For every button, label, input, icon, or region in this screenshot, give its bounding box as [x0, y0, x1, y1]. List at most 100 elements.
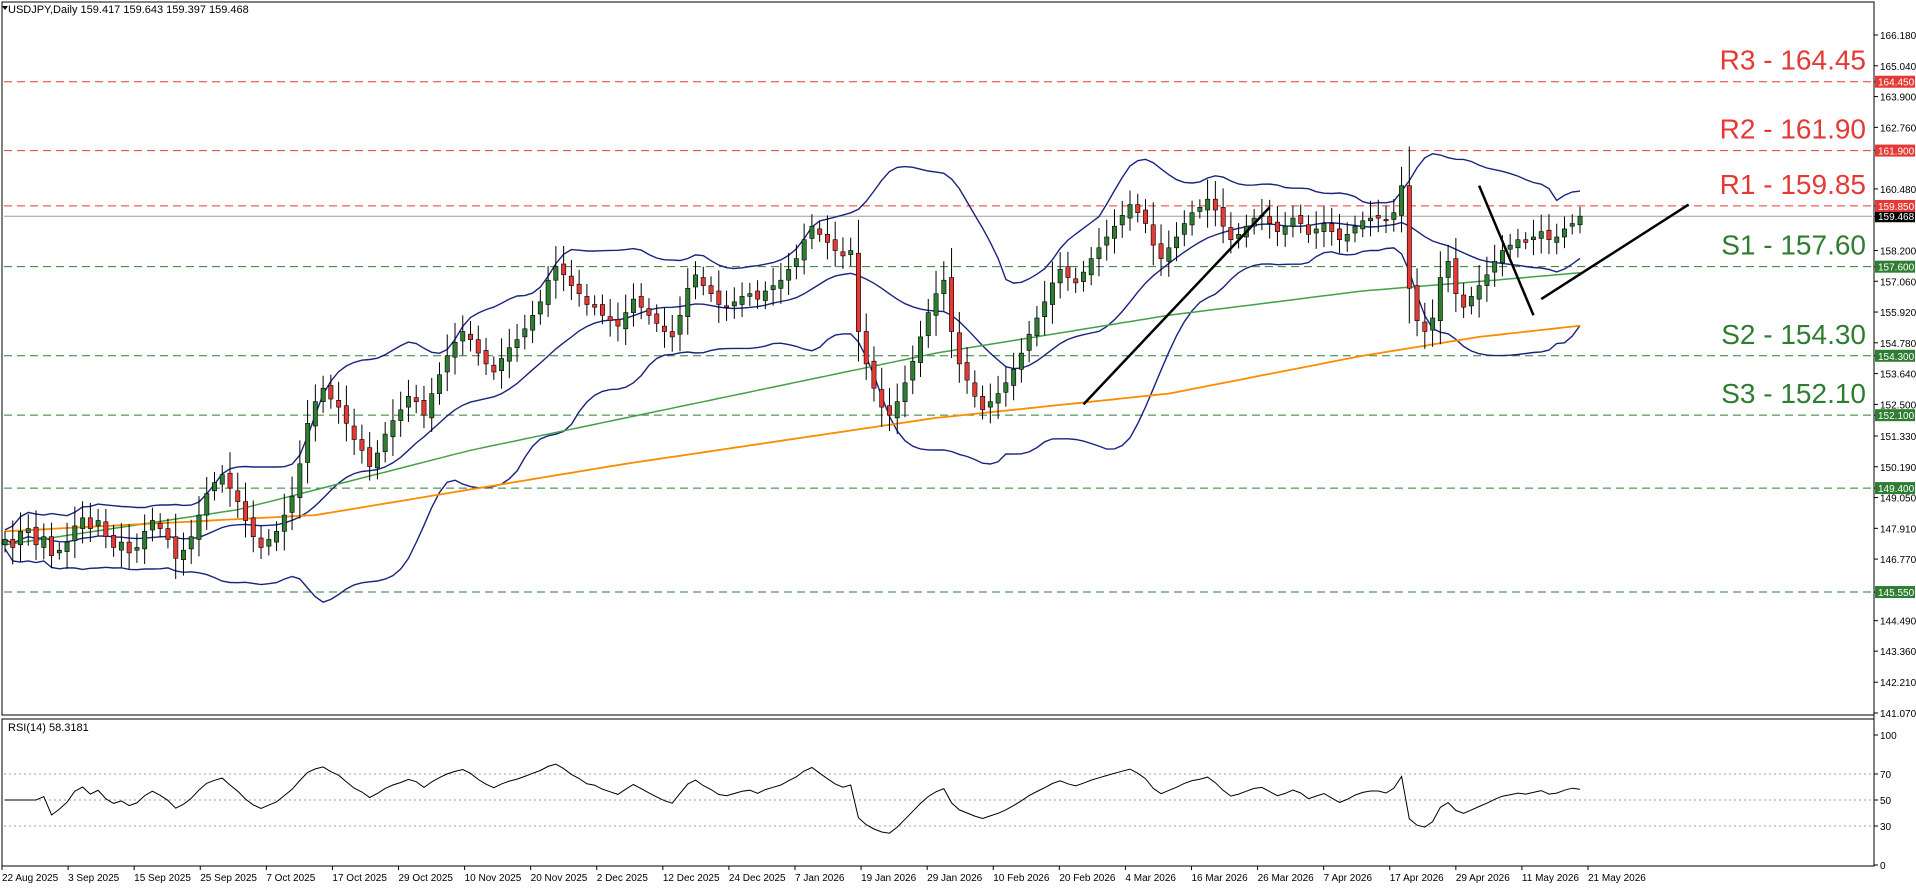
- candle-body: [1329, 223, 1335, 232]
- candle: [1422, 302, 1428, 349]
- candle-body: [1430, 317, 1436, 331]
- bollinger-middle-line: [4, 221, 1581, 545]
- y-tick-label: 142.210: [1880, 678, 1916, 689]
- candle: [1065, 251, 1071, 291]
- candle: [266, 528, 272, 556]
- candle-body: [1220, 207, 1226, 227]
- y-tick-label: 144.490: [1880, 617, 1916, 628]
- ma100-line: [4, 272, 1581, 546]
- candle-body: [25, 528, 31, 533]
- candle-body: [297, 463, 303, 498]
- candle: [390, 399, 396, 456]
- candle: [995, 375, 1001, 419]
- rsi-tick-label: 50: [1880, 796, 1892, 807]
- candle-body: [227, 472, 233, 489]
- candle: [584, 283, 590, 316]
- candle: [522, 314, 528, 350]
- y-tick-label: 158.200: [1880, 246, 1916, 257]
- candle-body: [1042, 301, 1048, 317]
- candle-body: [514, 339, 520, 349]
- candle-body: [196, 514, 202, 540]
- candle: [871, 346, 877, 402]
- y-tag-label: 161.900: [1878, 147, 1915, 158]
- candle: [630, 283, 636, 327]
- candle: [1057, 252, 1063, 299]
- level-label-R2: R2 - 161.90: [1720, 114, 1866, 145]
- y-tick-label: 147.910: [1880, 524, 1916, 535]
- candle: [235, 472, 241, 518]
- candle: [1344, 222, 1350, 252]
- candle: [126, 523, 132, 570]
- candle-body: [902, 382, 908, 402]
- candle: [530, 300, 536, 344]
- candle-body: [1375, 215, 1381, 219]
- candle: [1492, 244, 1498, 287]
- y-tag-label: 159.850: [1878, 202, 1915, 213]
- candle: [514, 323, 520, 362]
- candle-body: [87, 517, 93, 529]
- candle-body: [739, 296, 745, 305]
- candle: [64, 522, 70, 569]
- candle-body: [429, 393, 435, 419]
- candle-body: [1104, 236, 1110, 246]
- candle: [367, 431, 373, 481]
- candle: [1538, 214, 1544, 254]
- candle-body: [1461, 294, 1467, 308]
- candle: [1127, 190, 1133, 231]
- bollinger-lower-line: [4, 247, 1581, 603]
- candle-body: [1197, 207, 1203, 212]
- candle-body: [204, 493, 210, 516]
- x-tick-label: 25 Sep 2025: [200, 873, 257, 884]
- candle-body: [1360, 220, 1366, 230]
- candle: [607, 298, 613, 337]
- candle: [382, 422, 388, 463]
- candle-body: [1476, 285, 1482, 300]
- candle: [1174, 222, 1180, 262]
- candle-body: [1337, 228, 1342, 240]
- candle: [1096, 228, 1102, 277]
- candle: [289, 476, 295, 531]
- y-tag-bg: [1875, 210, 1915, 223]
- candle: [817, 220, 823, 242]
- candle-body: [1569, 223, 1575, 227]
- candle-body: [150, 520, 155, 531]
- candle-body: [1112, 225, 1117, 239]
- candle: [910, 345, 916, 395]
- candle-body: [56, 549, 62, 554]
- candle-body: [359, 439, 365, 451]
- candle-body: [1523, 239, 1529, 243]
- candle: [444, 334, 450, 392]
- y-tick-label: 162.760: [1880, 123, 1916, 134]
- candle-body: [584, 296, 590, 305]
- candle-body: [1468, 296, 1474, 307]
- y-tick-label: 157.060: [1880, 277, 1916, 288]
- candle-body: [336, 399, 342, 408]
- candle-body: [266, 539, 272, 547]
- candle-body: [460, 331, 466, 342]
- candle: [118, 523, 124, 568]
- candle-body: [1088, 258, 1094, 276]
- candle: [1399, 166, 1405, 233]
- candle: [824, 215, 830, 260]
- candle-body: [235, 490, 241, 502]
- candle: [1476, 265, 1482, 318]
- candle-body: [1189, 212, 1195, 226]
- candle-body: [817, 228, 823, 235]
- candle-body: [724, 305, 730, 308]
- candle: [150, 507, 155, 542]
- candle: [1321, 206, 1327, 248]
- level-labels: R3 - 164.45 R2 - 161.90 R1 - 159.85 S1 - 15…: [1720, 45, 1866, 409]
- candle-body: [848, 250, 854, 255]
- candle-body: [452, 341, 458, 358]
- candle: [312, 384, 318, 442]
- candle: [258, 525, 264, 560]
- level-label-S1: S1 - 157.60: [1721, 230, 1866, 261]
- candle-body: [80, 517, 86, 529]
- candle-body: [111, 534, 117, 548]
- y-tick-label: 151.330: [1880, 432, 1916, 443]
- candle: [49, 522, 55, 569]
- candle-body: [615, 318, 621, 327]
- collapse-triangle-icon[interactable]: [2, 6, 8, 10]
- x-tick-label: 24 Dec 2025: [729, 873, 786, 884]
- y-tick-label: 165.040: [1880, 62, 1916, 73]
